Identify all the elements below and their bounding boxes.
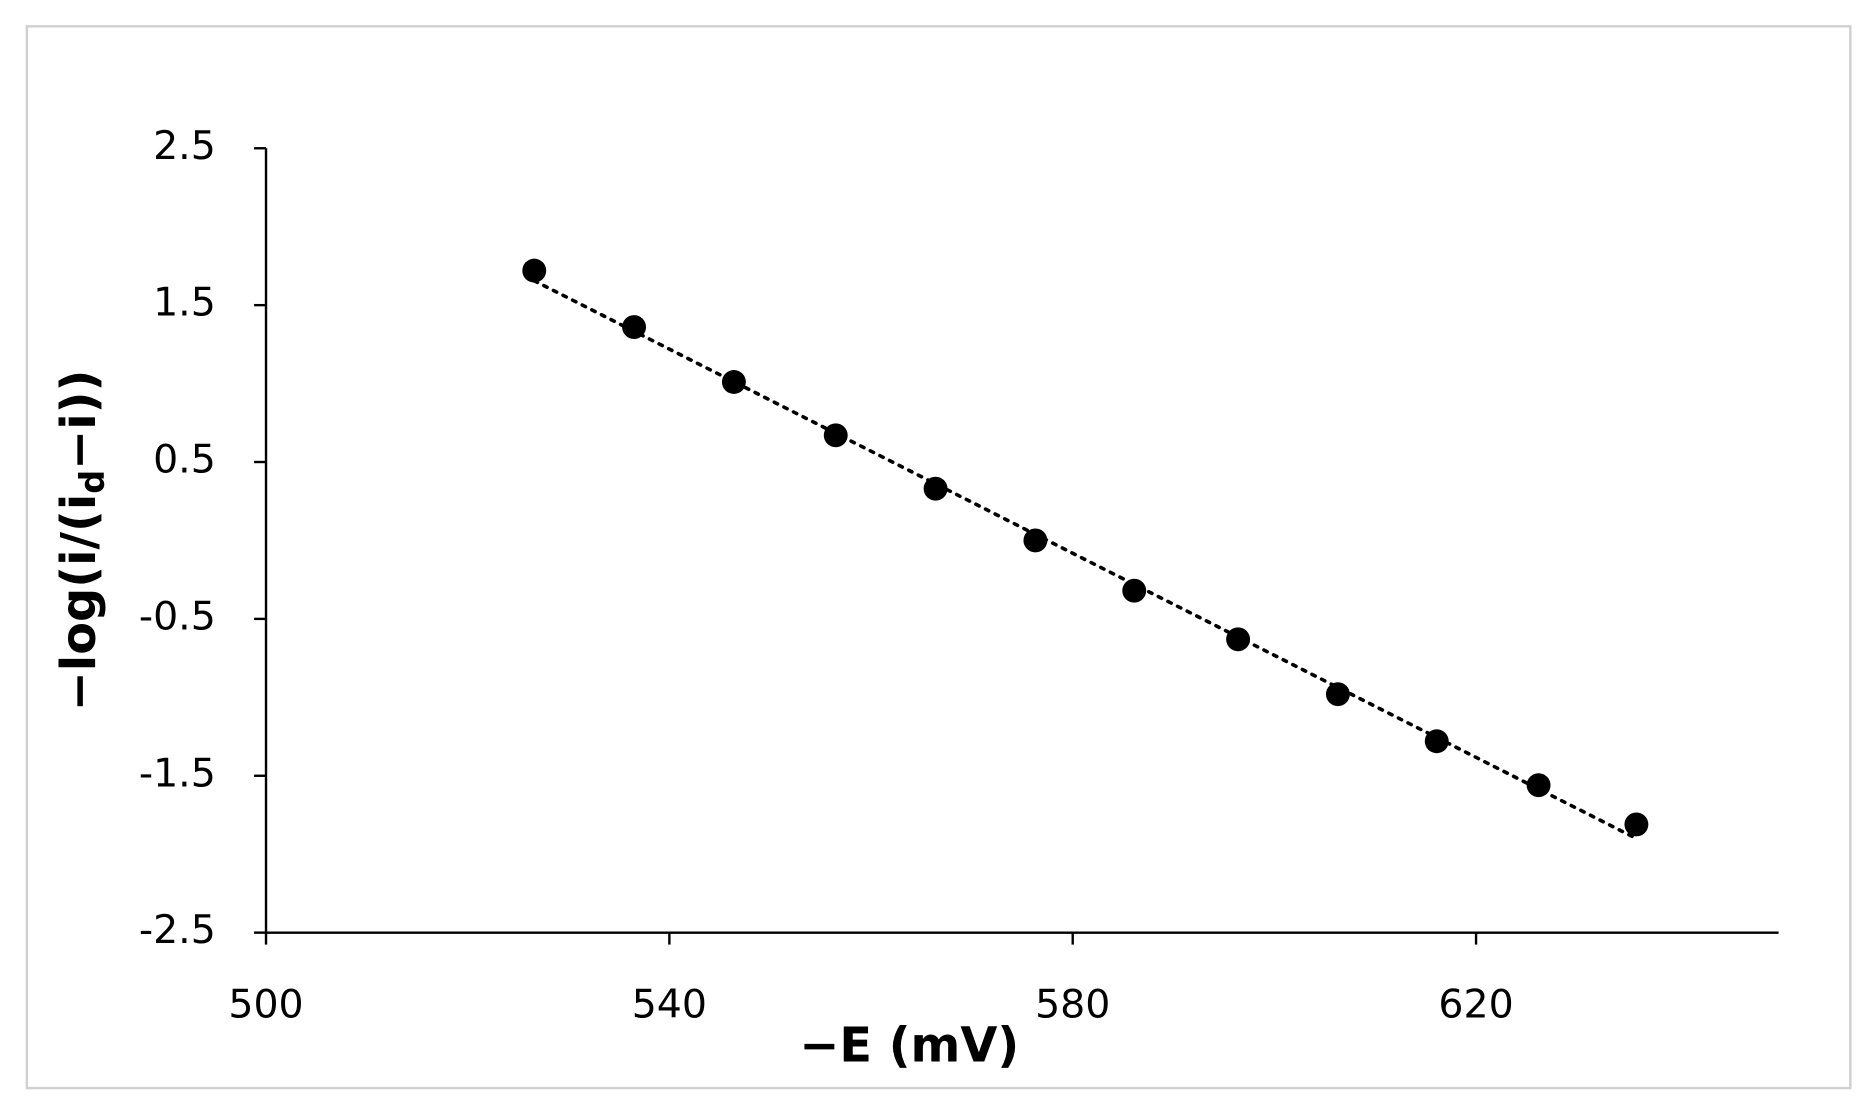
data-point xyxy=(923,476,948,501)
y-axis-label: −log(i/(id−i)) xyxy=(52,370,111,712)
x-tick-label: 620 xyxy=(1438,981,1513,1027)
y-label-subscript: d xyxy=(72,470,111,494)
y-tick-label: -1.5 xyxy=(139,750,216,796)
x-axis-label: −E (mV) xyxy=(799,1019,1019,1074)
trendline xyxy=(532,278,1639,841)
y-tick-label: 0.5 xyxy=(153,437,216,483)
x-tick-label: 540 xyxy=(632,981,707,1027)
data-point xyxy=(1424,729,1449,754)
data-point xyxy=(1122,578,1147,603)
data-point xyxy=(1325,682,1350,707)
data-point xyxy=(522,258,547,283)
y-tick-label: -0.5 xyxy=(139,593,216,639)
chart-border xyxy=(25,25,1852,1090)
data-point xyxy=(823,423,848,448)
data-point xyxy=(622,315,647,340)
y-tick-label: 2.5 xyxy=(153,123,216,169)
x-tick-label: 580 xyxy=(1035,981,1110,1027)
data-point xyxy=(1624,812,1649,837)
y-tick-label: -2.5 xyxy=(139,907,216,953)
x-tick-label: 500 xyxy=(228,981,303,1027)
y-tick-label: 1.5 xyxy=(153,280,216,326)
y-label-part: −i)) xyxy=(52,370,107,470)
y-label-part: −log(i/(i xyxy=(52,494,107,711)
data-point xyxy=(1526,773,1551,798)
data-point xyxy=(721,370,746,394)
data-point xyxy=(1226,627,1251,652)
data-point xyxy=(1023,528,1048,553)
